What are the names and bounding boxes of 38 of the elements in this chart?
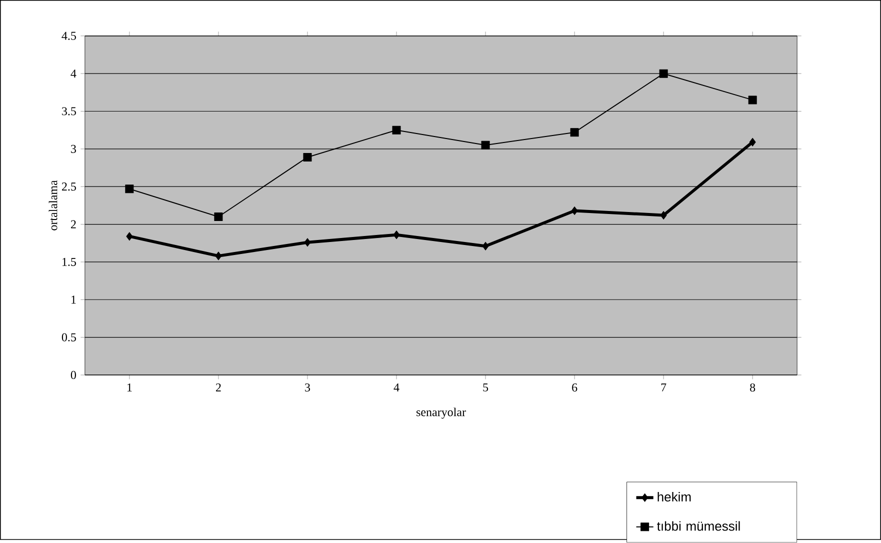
- x-tick-label: 7: [661, 384, 666, 392]
- point: [304, 238, 311, 247]
- y-tick-label: 3.5: [62, 107, 76, 116]
- y-tick-label: 1.5: [62, 258, 76, 266]
- point: [748, 96, 757, 104]
- point: [125, 184, 134, 194]
- x-tick-label: 8: [750, 384, 756, 392]
- x-axis-title: senaryolar: [416, 408, 466, 419]
- y-axis-title: ortalalama: [48, 180, 58, 230]
- x-tick-label: 4: [394, 384, 400, 392]
- point: [570, 128, 579, 137]
- x-tick-label: 5: [483, 384, 488, 392]
- point: [215, 252, 222, 260]
- point: [393, 230, 400, 240]
- point: [392, 126, 401, 135]
- y-tick-label: 0: [70, 371, 76, 380]
- y-tick-label: 2: [70, 220, 76, 228]
- point: [214, 212, 223, 222]
- y-tick-label: 4: [70, 70, 76, 78]
- point: [659, 70, 668, 78]
- x-tick-label: 6: [572, 384, 578, 392]
- y-tick-label: 1: [72, 296, 76, 304]
- point: [482, 242, 489, 251]
- y-tick-label: 2.5: [62, 182, 76, 191]
- point: [660, 211, 667, 220]
- point: [126, 232, 133, 241]
- legend-label: hekim: [658, 492, 691, 502]
- point: [481, 141, 490, 150]
- y-tick-label: 4.5: [62, 32, 76, 40]
- x-tick-label: 1: [127, 384, 132, 392]
- point: [571, 206, 578, 216]
- point: [303, 153, 312, 162]
- x-tick-label: 2: [216, 384, 221, 392]
- legend-label: tıbbi mümessil: [657, 521, 740, 531]
- y-tick-label: 0.5: [62, 333, 76, 342]
- point: [749, 138, 756, 147]
- x-tick-label: 3: [305, 384, 310, 392]
- y-tick-label: 3: [71, 145, 76, 154]
